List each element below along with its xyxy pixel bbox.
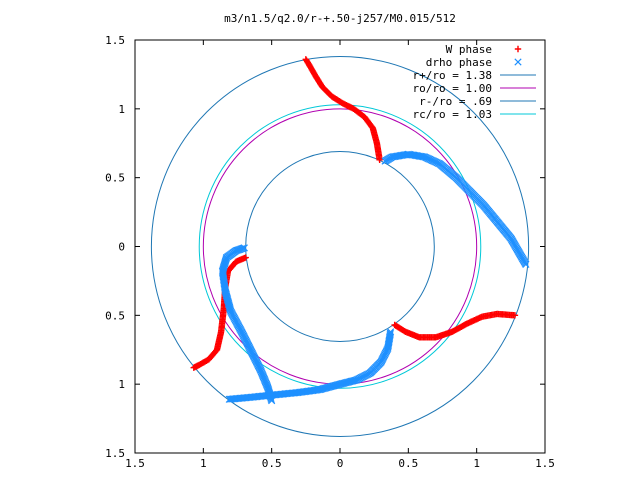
x-marker — [225, 395, 233, 403]
y-tick-label: 1 — [118, 103, 125, 116]
x-tick-label: 0.5 — [398, 457, 418, 470]
plus-marker — [514, 45, 522, 53]
y-tick-label: 1 — [118, 378, 125, 391]
x-tick-label: 1.5 — [125, 457, 145, 470]
radius-circle — [245, 151, 435, 342]
legend-label: drho phase — [426, 56, 492, 69]
legend-swatch — [514, 45, 522, 53]
chart-title: m3/n1.5/q2.0/r-+.50-j257/M0.015/512 — [224, 12, 456, 25]
y-tick-label: 1.5 — [105, 447, 125, 460]
plus-marker — [302, 56, 310, 63]
legend-label: rc/ro = 1.03 — [413, 108, 492, 121]
radius-circle — [150, 56, 530, 437]
plus-marker — [190, 364, 197, 371]
x-marker — [268, 397, 276, 405]
x-marker — [514, 58, 522, 66]
plus-marker — [511, 312, 519, 319]
phase-series — [190, 56, 519, 371]
legend-swatch — [514, 58, 522, 66]
x-marker — [522, 260, 530, 269]
x-marker — [267, 394, 275, 402]
legend-label: ro/ro = 1.00 — [413, 82, 492, 95]
y-tick-label: 0 — [118, 241, 125, 254]
x-tick-label: 1 — [200, 457, 207, 470]
y-tick-label: 1.5 — [105, 34, 125, 47]
x-tick-label: 0.5 — [262, 457, 282, 470]
x-marker — [226, 304, 234, 313]
x-tick-label: 0 — [337, 457, 344, 470]
x-marker — [267, 395, 275, 404]
x-marker — [227, 395, 235, 403]
legend-label: r+/ro = 1.38 — [413, 69, 492, 82]
legend-label: W phase — [446, 43, 492, 56]
legend-label: r-/ro = .69 — [419, 95, 492, 108]
phase-series — [218, 150, 530, 405]
y-tick-label: 0.5 — [105, 172, 125, 185]
x-marker — [228, 395, 236, 403]
x-tick-label: 1 — [473, 457, 480, 470]
x-tick-label: 1.5 — [535, 457, 555, 470]
y-tick-label: 0.5 — [105, 309, 125, 322]
